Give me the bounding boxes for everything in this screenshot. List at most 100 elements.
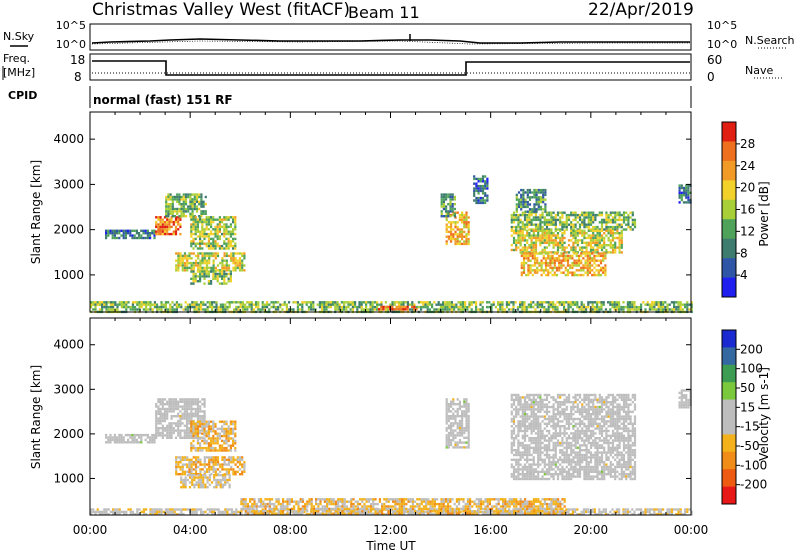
velocity-colorbar-label: Velocity [m s-1]: [757, 367, 771, 461]
velocity-ytick-label: 1000: [53, 471, 84, 485]
noise-sky-label: N.Sky: [3, 30, 35, 43]
velocity-colorbar-tick: -200: [740, 478, 767, 492]
colorbar-segment: [722, 122, 736, 142]
power-echo-region-7: [190, 270, 232, 285]
velocity-echo-region-2: [105, 433, 156, 444]
x-tick-label: 16:00: [473, 523, 508, 537]
power-echo-region-9: [440, 193, 456, 218]
x-tick-label: 12:00: [373, 523, 408, 537]
power-colorbar-tick: 8: [740, 246, 748, 260]
beam-label: Beam 11: [348, 3, 420, 22]
power-colorbar-tick: 28: [740, 137, 755, 151]
colorbar-segment: [722, 486, 736, 505]
power-colorbar-tick: 4: [740, 268, 748, 282]
power-ytick-label: 3000: [53, 177, 84, 191]
power-echo-region-3: [155, 216, 182, 236]
power-colorbar-tick: 24: [740, 159, 755, 173]
cpid-label: CPID: [8, 89, 37, 102]
velocity-echo-region-1: [240, 498, 566, 515]
power-panel: 1000 2000 3000 4000 Slant Range [km] 4 8 12 16…: [29, 111, 771, 314]
noise-sky-trace: [91, 38, 690, 44]
velocity-echo-region-8: [510, 393, 637, 481]
freq-trace: [92, 60, 690, 76]
cpid-mode-text: normal (fast) 151 RF: [93, 93, 233, 107]
power-echo-region-11: [510, 211, 637, 231]
freq-panel: Freq. [MHz] 18 8 60 0 Nave: [2, 52, 782, 84]
freq-tick-top: 18: [70, 53, 85, 67]
time-axis: 00:00 04:00 08:00 12:00 16:00 20:00 00:00: [73, 112, 709, 537]
power-echo-region-15: [678, 184, 692, 204]
power-echo-region-6: [175, 252, 246, 272]
colorbar-segment: [722, 141, 736, 162]
velocity-ytick-label: 2000: [53, 427, 84, 441]
noise-right-tick-top: 10^5: [707, 19, 737, 32]
colorbar-segment: [722, 434, 736, 453]
power-ytick-label: 1000: [53, 268, 84, 282]
colorbar-segment: [722, 330, 736, 348]
colorbar-segment: [722, 180, 736, 201]
station-title: Christmas Valley West (fitACF): [92, 0, 350, 20]
nave-tick-bottom: 0: [707, 70, 715, 84]
x-tick-label: 00:00: [73, 523, 108, 537]
colorbar-segment: [722, 347, 736, 366]
x-tick-label: 20:00: [574, 523, 609, 537]
cpid-panel: CPID normal (fast) 151 RF: [8, 86, 692, 108]
colorbar-segment: [722, 238, 736, 259]
velocity-panel: 1000 2000 3000 4000 Slant Range [km] 200 100…: [29, 317, 771, 516]
freq-label: Freq.: [3, 52, 30, 65]
velocity-echo-region-5: [175, 456, 246, 476]
velocity-colorbar-tick: 200: [740, 342, 763, 356]
power-echo-region-12: [510, 229, 623, 254]
nave-tick-top: 60: [707, 53, 722, 67]
power-echo-region-5: [190, 216, 237, 250]
colorbar-segment: [722, 399, 736, 418]
velocity-colorbar-tick: 100: [740, 362, 763, 376]
velocity-colorbar-tick: 15: [740, 400, 755, 414]
power-echo-region-10: [473, 175, 489, 205]
x-tick-label: 08:00: [273, 523, 308, 537]
power-echo-region-14: [515, 188, 547, 213]
noise-left-tick-top: 10^5: [56, 19, 86, 32]
velocity-ytick-label: 3000: [53, 382, 84, 396]
power-colorbar-label: Power [dB]: [757, 181, 771, 246]
power-colorbar-tick: 16: [740, 203, 755, 217]
velocity-echo-region-7: [445, 398, 470, 449]
colorbar-segment: [722, 219, 736, 239]
velocity-colorbar-tick: 50: [740, 381, 755, 395]
power-echo-region-13: [520, 252, 607, 277]
velocity-ytick-label: 4000: [53, 338, 84, 352]
colorbar-segment: [722, 417, 736, 435]
noise-right-tick-bottom: 10^0: [707, 38, 737, 51]
colorbar-segment: [722, 364, 736, 383]
freq-tick-bottom: 8: [74, 70, 82, 84]
power-colorbar-tick: 12: [740, 224, 755, 238]
date-label: 22/Apr/2019: [588, 0, 694, 20]
colorbar-segment: [722, 160, 736, 181]
velocity-ylabel: Slant Range [km]: [29, 365, 43, 469]
colorbar-segment: [722, 469, 736, 487]
freq-unit-label: [MHz]: [3, 66, 35, 79]
velocity-colorbar-tick: -50: [740, 439, 760, 453]
x-tick-label: 00:00: [674, 523, 709, 537]
colorbar-segment: [722, 451, 736, 470]
colorbar-segment: [722, 199, 736, 220]
power-colorbar-tick: 20: [740, 181, 755, 195]
x-tick-label: 04:00: [173, 523, 208, 537]
noise-left-tick-bottom: 10^0: [56, 38, 86, 51]
nave-label: Nave: [745, 64, 773, 77]
velocity-echo-region-9: [678, 389, 692, 409]
power-ylabel: Slant Range [km]: [29, 160, 43, 264]
velocity-colorbar-tick: -100: [740, 458, 767, 472]
power-echo-region-2: [105, 229, 156, 240]
noise-panel: N.Sky 10^5 10^0 10^5 10^0 N.Search: [3, 19, 795, 51]
power-echo-region-4: [165, 193, 207, 218]
colorbar-segment: [722, 382, 736, 400]
colorbar-segment: [722, 277, 736, 298]
power-ytick-label: 2000: [53, 223, 84, 237]
velocity-colorbar-tick: -15: [740, 420, 760, 434]
velocity-echo-region-6: [180, 474, 231, 489]
colorbar-segment: [722, 258, 736, 278]
x-axis-label: Time UT: [365, 539, 416, 553]
noise-search-label: N.Search: [745, 34, 795, 47]
